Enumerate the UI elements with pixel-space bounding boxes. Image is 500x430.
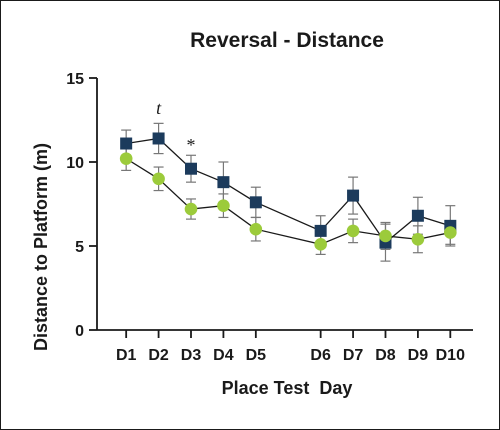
axes: 0 5 10 15 D1 D2 D3 D4 D5 D6 D7 D8 D9 D10 (66, 71, 473, 364)
circle-point (411, 232, 425, 246)
series-markers (119, 132, 457, 251)
square-point (314, 224, 327, 237)
significance-marker: * (187, 135, 196, 155)
annotations: t* (156, 98, 195, 155)
square-point (249, 196, 262, 209)
square-point (217, 176, 230, 189)
x-tick-label: D5 (246, 347, 267, 364)
x-tick-label: D4 (213, 347, 234, 364)
series-line-1 (126, 137, 451, 244)
y-tick-label: 5 (75, 239, 84, 256)
circle-point (217, 199, 230, 212)
square-point (120, 137, 133, 150)
x-tick-label: D7 (343, 347, 364, 364)
x-tick-label: D3 (181, 347, 202, 364)
circle-point (184, 202, 198, 216)
circle-point (119, 152, 133, 165)
x-axis-label: Place Test Day (222, 378, 353, 398)
x-tick-label: D9 (408, 347, 429, 364)
significance-marker: t (156, 98, 162, 118)
square-point (152, 132, 165, 145)
circle-point (379, 229, 392, 243)
x-tick-label: D1 (116, 347, 137, 364)
circle-point (152, 172, 165, 186)
x-tick-label: D2 (148, 347, 169, 364)
series-lines (125, 137, 451, 246)
error-bars (121, 122, 456, 262)
circle-point (346, 224, 360, 238)
series-line-2 (125, 158, 451, 246)
y-tick-label: 15 (66, 71, 84, 88)
y-axis-label: Distance to Platform (m) (31, 143, 51, 351)
circle-point (314, 238, 327, 251)
x-tick-label: D10 (436, 347, 465, 364)
y-tick-label: 10 (66, 155, 84, 172)
circle-point (444, 226, 457, 239)
square-point (347, 189, 360, 202)
chart-title: Reversal - Distance (190, 29, 384, 52)
circle-point (249, 222, 263, 236)
square-point (185, 162, 197, 175)
square-point (411, 209, 424, 222)
y-tick-label: 0 (75, 323, 84, 340)
x-tick-label: D8 (375, 347, 396, 364)
x-tick-label: D6 (310, 347, 331, 364)
